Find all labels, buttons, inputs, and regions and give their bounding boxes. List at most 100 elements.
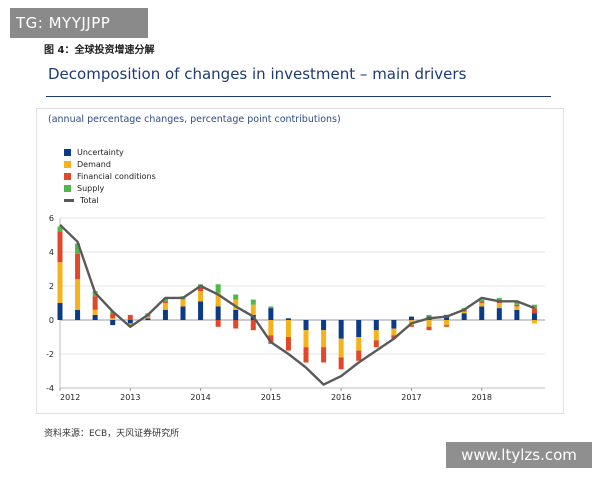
legend-label-financial-conditions: Financial conditions — [77, 171, 156, 181]
bar-demand — [285, 320, 291, 337]
bar-financial-conditions — [356, 350, 362, 361]
bar-financial-conditions — [426, 326, 432, 331]
bar-financial-conditions — [268, 335, 274, 344]
bar-uncertainty — [145, 318, 151, 320]
bar-financial-conditions — [391, 335, 397, 339]
bar-demand — [162, 303, 168, 310]
bar-supply — [496, 297, 502, 300]
bar-uncertainty — [162, 309, 168, 320]
bar-demand — [338, 338, 344, 358]
bar-demand — [426, 320, 432, 327]
bar-supply — [531, 304, 537, 309]
bar-uncertainty — [514, 309, 520, 320]
bar-financial-conditions — [75, 253, 81, 280]
bar-financial-conditions — [531, 308, 537, 314]
bar-demand — [198, 291, 204, 302]
bar-demand — [373, 330, 379, 341]
bar-demand — [110, 318, 116, 320]
bar-uncertainty — [75, 309, 81, 320]
bar-demand — [321, 330, 327, 348]
chart-legend: Uncertainty Demand Financial conditions … — [64, 146, 156, 206]
legend-label-total: Total — [80, 195, 99, 205]
bar-uncertainty — [479, 306, 485, 320]
bar-uncertainty — [496, 308, 502, 320]
x-tick-label: 2012 — [60, 393, 80, 402]
bar-financial-conditions — [408, 325, 414, 327]
bar-uncertainty — [285, 318, 291, 320]
bar-demand — [268, 320, 274, 336]
y-tick-label: 0 — [49, 316, 54, 325]
legend-label-supply: Supply — [77, 183, 105, 193]
legend-swatch-uncertainty — [64, 148, 71, 156]
bar-demand — [75, 279, 81, 310]
bar-demand — [479, 303, 485, 307]
bar-demand — [215, 292, 221, 307]
bar-supply — [57, 226, 63, 232]
legend-swatch-total — [64, 198, 74, 202]
bar-uncertainty — [461, 313, 467, 320]
x-tick-label: 2013 — [120, 393, 140, 402]
legend-swatch-financial-conditions — [64, 172, 71, 180]
figure-label: 图 4：全球投资增速分解 — [44, 45, 155, 56]
legend-swatch-supply — [64, 184, 71, 192]
bar-financial-conditions — [303, 347, 309, 363]
bar-financial-conditions — [321, 347, 327, 363]
source-note: 资料来源：ECB，天风证券研究所 — [44, 429, 180, 439]
bar-financial-conditions — [110, 313, 116, 319]
bar-uncertainty — [198, 301, 204, 320]
bar-demand — [461, 311, 467, 314]
legend-item-uncertainty: Uncertainty — [64, 146, 156, 158]
bar-demand — [531, 320, 537, 324]
bar-supply — [233, 294, 239, 300]
bar-uncertainty — [356, 320, 362, 337]
bar-uncertainty — [268, 308, 274, 320]
bar-financial-conditions — [57, 231, 63, 263]
bar-uncertainty — [321, 320, 327, 331]
title-rule — [46, 96, 551, 97]
bar-uncertainty — [338, 320, 344, 339]
bar-financial-conditions — [127, 314, 133, 320]
chart-subtitle: (annual percentage changes, percentage p… — [48, 114, 341, 125]
bar-uncertainty — [531, 313, 537, 320]
bar-demand — [233, 299, 239, 310]
bar-demand — [57, 262, 63, 303]
bar-demand — [496, 303, 502, 309]
bar-financial-conditions — [233, 320, 239, 329]
bar-uncertainty — [233, 309, 239, 320]
chart-title: Decomposition of changes in investment –… — [48, 65, 467, 83]
bar-uncertainty — [303, 320, 309, 331]
bar-supply — [250, 299, 256, 305]
legend-item-financial-conditions: Financial conditions — [64, 170, 156, 182]
bar-financial-conditions — [198, 287, 204, 292]
bar-financial-conditions — [162, 301, 168, 303]
bar-demand — [180, 299, 186, 307]
bar-uncertainty — [180, 306, 186, 320]
bar-supply — [268, 306, 274, 309]
bar-demand — [391, 328, 397, 336]
bar-uncertainty — [215, 306, 221, 320]
bar-demand — [92, 309, 98, 315]
bar-uncertainty — [110, 320, 116, 326]
bar-uncertainty — [127, 320, 133, 324]
bar-uncertainty — [92, 314, 98, 320]
bar-financial-conditions — [285, 337, 291, 351]
y-tick-label: 4 — [49, 248, 54, 257]
bar-uncertainty — [391, 320, 397, 329]
watermark: www.ltylzs.com — [446, 442, 592, 468]
bar-financial-conditions — [92, 296, 98, 310]
x-tick-label: 2017 — [401, 393, 421, 402]
bar-financial-conditions — [373, 340, 379, 348]
bar-financial-conditions — [444, 325, 450, 327]
bar-financial-conditions — [250, 320, 256, 331]
bar-uncertainty — [57, 303, 63, 320]
bar-uncertainty — [408, 316, 414, 320]
x-tick-label: 2015 — [261, 393, 281, 402]
x-tick-label: 2018 — [472, 393, 492, 402]
bar-financial-conditions — [514, 304, 520, 307]
bar-demand — [250, 304, 256, 315]
legend-label-demand: Demand — [77, 159, 111, 169]
bar-demand — [356, 337, 362, 351]
bar-financial-conditions — [479, 301, 485, 303]
total-line — [59, 223, 535, 386]
legend-item-supply: Supply — [64, 182, 156, 194]
